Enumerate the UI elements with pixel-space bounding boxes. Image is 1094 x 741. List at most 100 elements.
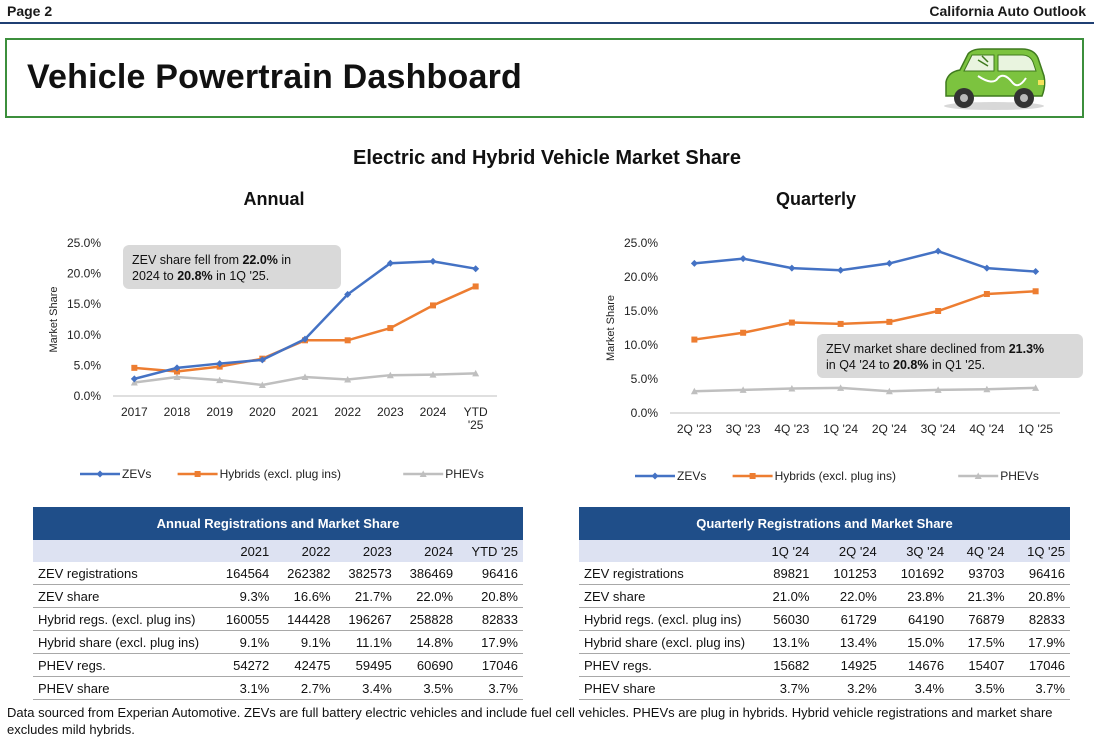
- table-cell: 3.7%: [754, 676, 815, 700]
- table-header-cell: 4Q '24: [949, 540, 1010, 562]
- data-point: [344, 375, 352, 383]
- x-tick-label: 2023: [377, 405, 404, 419]
- y-tick-label: 10.0%: [67, 328, 101, 342]
- table-cell: 93703: [949, 562, 1010, 585]
- page-title: Vehicle Powertrain Dashboard: [27, 58, 522, 96]
- table-cell: 3.5%: [949, 676, 1010, 700]
- row-label: ZEV registrations: [579, 562, 754, 585]
- y-tick-label: 5.0%: [631, 372, 659, 386]
- table-header-cell: 2022: [274, 540, 336, 562]
- data-point: [983, 385, 991, 393]
- data-point: [739, 255, 747, 263]
- data-point: [173, 364, 181, 372]
- legend-label: Hybrids (excl. plug ins): [220, 467, 341, 481]
- table-header-cell: 2021: [213, 540, 275, 562]
- table-header-cell: 2Q '24: [814, 540, 882, 562]
- table-cell: 101253: [814, 562, 882, 585]
- series-line-zevs: [694, 249, 1036, 273]
- annotation-box: [817, 334, 1083, 378]
- legend-label: ZEVs: [677, 469, 706, 483]
- table-cell: 386469: [396, 562, 459, 585]
- row-label: PHEV regs.: [33, 653, 213, 677]
- table-cell: 59495: [335, 653, 397, 677]
- x-tick-label: 2020: [249, 405, 276, 419]
- table-header-cell: 3Q '24: [881, 540, 950, 562]
- data-point: [386, 371, 394, 379]
- series-line-phevs: [694, 386, 1036, 393]
- table-row: PHEV share 3.7% 3.2% 3.4% 3.5% 3.7%: [579, 676, 1070, 700]
- y-tick-label: 20.0%: [67, 267, 101, 281]
- data-point: [472, 369, 480, 377]
- table-cell: 3.5%: [396, 676, 459, 700]
- footnote: Data sourced from Experian Automotive. Z…: [7, 705, 1053, 737]
- table-cell: 22.0%: [396, 584, 459, 608]
- main-chart-title: Electric and Hybrid Vehicle Market Share: [353, 147, 741, 169]
- row-label: ZEV share: [33, 584, 213, 608]
- data-point: [935, 308, 942, 314]
- table-cell: 196267: [335, 607, 397, 631]
- x-tick-label: 2018: [164, 405, 191, 419]
- y-tick-label: 10.0%: [624, 338, 658, 352]
- table-row: ZEV registrations 164564 262382 382573 3…: [33, 562, 523, 585]
- data-point: [429, 257, 437, 265]
- data-point: [173, 373, 181, 381]
- data-point: [419, 470, 427, 477]
- table-header-cell: [33, 540, 213, 562]
- data-point: [96, 470, 104, 478]
- table-cell: 56030: [754, 607, 815, 631]
- y-tick-label: 25.0%: [624, 236, 658, 250]
- data-point: [130, 375, 138, 383]
- table-cell: 23.8%: [881, 584, 950, 608]
- row-label: PHEV regs.: [579, 653, 754, 677]
- data-point: [934, 386, 942, 393]
- table-cell: 13.1%: [754, 630, 815, 654]
- x-tick-label: 2022: [334, 405, 361, 419]
- data-point: [1032, 268, 1040, 276]
- legend-label: ZEVs: [122, 467, 151, 481]
- table-cell: 3.4%: [881, 676, 950, 700]
- table-cell: 96416: [1009, 562, 1070, 585]
- table-cell: 262382: [274, 562, 336, 585]
- table-cell: 22.0%: [814, 584, 882, 608]
- row-label: ZEV registrations: [33, 562, 213, 585]
- quarterly-chart-title: Quarterly: [775, 189, 857, 209]
- data-point: [301, 335, 309, 343]
- table-cell: 89821: [754, 562, 815, 585]
- data-point: [690, 387, 698, 395]
- table-row: ZEV share 21.0% 22.0% 23.8% 21.3% 20.8%: [579, 584, 1070, 608]
- row-label: ZEV share: [579, 584, 754, 608]
- table-cell: 54272: [213, 653, 275, 677]
- x-tick-label: 3Q '24: [921, 422, 956, 436]
- y-tick-label: 25.0%: [67, 236, 101, 250]
- data-point: [983, 291, 990, 297]
- annual-table: Annual Registrations and Market Share 20…: [33, 507, 523, 700]
- table-cell: 9.1%: [274, 630, 336, 654]
- table-cell: 9.1%: [213, 630, 275, 654]
- x-tick-label: 4Q '24: [969, 422, 1004, 436]
- table-cell: 160055: [213, 607, 275, 631]
- table-cell: 15.0%: [881, 630, 950, 654]
- table-cell: 42475: [274, 653, 336, 677]
- table-cell: 60690: [396, 653, 459, 677]
- annotation-text: ZEV share fell from 22.0% in: [132, 253, 291, 267]
- data-point: [344, 337, 351, 344]
- x-tick-label: 2024: [420, 405, 447, 419]
- table-row: PHEV regs. 54272 42475 59495 60690 17046: [33, 653, 523, 677]
- data-point: [174, 368, 180, 375]
- x-tick-label: 2Q '24: [872, 422, 907, 436]
- table-cell: 11.1%: [335, 630, 397, 654]
- table-cell: 76879: [949, 607, 1010, 631]
- table-cell: 14676: [881, 653, 950, 677]
- data-point: [974, 472, 982, 479]
- table-header-cell: 2024: [396, 540, 459, 562]
- y-axis-label: Market Share: [605, 295, 617, 361]
- table-cell: 14925: [814, 653, 882, 677]
- data-point: [387, 325, 394, 332]
- table-header-cell: YTD '25: [458, 540, 523, 562]
- table-cell: 21.3%: [949, 584, 1010, 608]
- data-point: [216, 376, 224, 384]
- table-cell: 16.6%: [274, 584, 336, 608]
- x-tick-label: 1Q '24: [823, 422, 858, 436]
- table-cell: 3.7%: [458, 676, 523, 700]
- x-tick-label: 1Q '25: [1018, 422, 1053, 436]
